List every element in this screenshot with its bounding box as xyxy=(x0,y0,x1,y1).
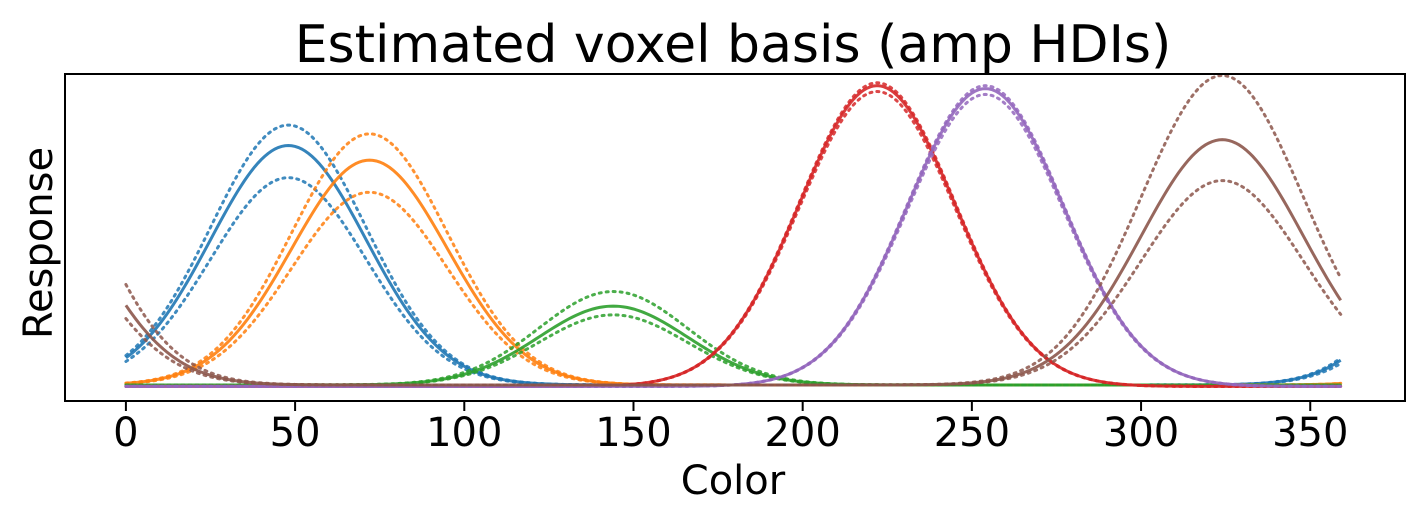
x-tick-label: 250 xyxy=(934,410,1010,456)
x-tick-label: 50 xyxy=(270,410,321,456)
x-tick-label: 150 xyxy=(595,410,671,456)
chart-title: Estimated voxel basis (amp HDIs) xyxy=(295,15,1172,75)
x-tick-label: 200 xyxy=(764,410,840,456)
x-axis-label: Color xyxy=(681,458,786,504)
x-tick-label: 300 xyxy=(1103,410,1179,456)
y-axis-label: Response xyxy=(16,147,62,339)
x-tick-label: 0 xyxy=(113,410,138,456)
x-tick-label: 100 xyxy=(426,410,502,456)
x-tick-label: 350 xyxy=(1272,410,1348,456)
